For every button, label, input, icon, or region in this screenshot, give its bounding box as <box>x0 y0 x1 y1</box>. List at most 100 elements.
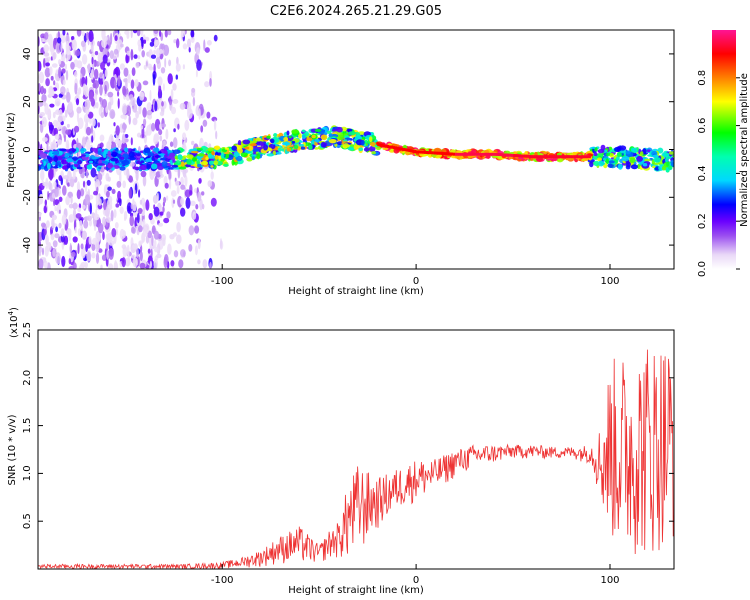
heatmap-cell <box>146 163 151 170</box>
heatmap-cell <box>97 122 101 128</box>
heatmap-cell <box>573 155 576 159</box>
heatmap-cell <box>104 69 108 78</box>
heatmap-cell <box>100 112 105 119</box>
heatmap-cell <box>52 119 59 127</box>
colorbar-gradient <box>712 30 736 269</box>
heatmap-cell <box>184 119 190 131</box>
heatmap-cell <box>41 116 47 128</box>
heatmap-cell <box>451 152 454 156</box>
heatmap-cell <box>161 101 164 107</box>
heatmap-cell <box>50 75 54 81</box>
heatmap-cell <box>97 40 101 47</box>
heatmap-cell <box>66 158 74 163</box>
heatmap-cell <box>151 235 154 247</box>
heatmap-cell <box>204 47 210 53</box>
heatmap-cell <box>631 147 635 152</box>
heatmap-cell <box>122 180 126 189</box>
heatmap-cell <box>653 157 661 163</box>
heatmap-cell <box>86 164 92 170</box>
heatmap-cell <box>90 44 94 53</box>
heatmap-cell <box>580 155 584 159</box>
heatmap-cell <box>99 78 104 86</box>
heatmap-cell <box>46 142 49 153</box>
heatmap-cell <box>142 175 147 187</box>
heatmap-cell <box>187 108 193 119</box>
heatmap-cell <box>252 140 258 144</box>
heatmap-cell <box>559 155 562 159</box>
heatmap-cell <box>159 168 163 177</box>
heatmap-cell <box>113 48 119 55</box>
heatmap-cell <box>489 152 492 156</box>
heatmap-cell <box>255 137 262 142</box>
heatmap-cell <box>460 152 463 156</box>
heatmap-cell <box>616 152 622 158</box>
heatmap-cell <box>191 150 199 154</box>
heatmap-cell <box>431 151 434 155</box>
heatmap-cell <box>507 153 510 157</box>
heatmap-cell <box>61 105 65 112</box>
snr-x-ticks: -100 0 100 <box>211 564 620 586</box>
heatmap-cell <box>54 186 59 198</box>
heatmap-cell <box>213 160 219 166</box>
heatmap-cell <box>104 84 107 95</box>
heatmap-cell <box>107 176 111 182</box>
heatmap-cell <box>515 154 518 158</box>
heatmap-cell <box>433 151 436 155</box>
heatmap-cell <box>46 220 50 228</box>
heatmap-cell <box>139 262 146 269</box>
heatmap-cell <box>51 214 58 221</box>
heatmap-cell <box>180 184 186 190</box>
heatmap-cell <box>81 246 86 259</box>
heatmap-cell <box>385 144 388 148</box>
heatmap-cell <box>270 138 275 144</box>
heatmap-cell <box>154 100 158 112</box>
heatmap-cell <box>133 189 136 195</box>
heatmap-cell <box>51 91 55 97</box>
heatmap-cell <box>320 134 327 140</box>
heatmap-cell <box>102 54 108 64</box>
heatmap-cell <box>621 155 630 162</box>
heatmap-cell <box>412 149 415 153</box>
heatmap-cell <box>134 79 139 88</box>
heatmap-cell <box>644 158 651 162</box>
heatmap-cell <box>260 143 264 147</box>
heatmap-cell <box>186 158 192 165</box>
heatmap-cell <box>600 161 605 166</box>
heatmap-cell <box>520 154 523 158</box>
heatmap-cell <box>197 163 202 168</box>
y-tick-label: 1.5 <box>22 418 33 434</box>
heatmap-cell <box>113 209 117 219</box>
heatmap-cell <box>135 225 139 230</box>
heatmap-cell <box>172 232 178 237</box>
heatmap-cell <box>101 254 107 261</box>
heatmap-cell <box>453 152 456 156</box>
y-tick-label: 0.5 <box>22 513 33 529</box>
heatmap-cell <box>646 149 651 152</box>
heatmap-cell <box>158 129 163 136</box>
heatmap-cell <box>200 161 209 166</box>
heatmap-cell <box>215 130 218 140</box>
heatmap-cell <box>447 152 450 156</box>
heatmap-cell <box>98 159 102 164</box>
heatmap-cell <box>138 44 142 52</box>
heatmap-cell <box>54 133 60 140</box>
heatmap-cell <box>201 203 205 210</box>
heatmap-cell <box>242 139 251 145</box>
heatmap-cell <box>139 164 148 171</box>
heatmap-cell <box>107 101 112 111</box>
heatmap-cell <box>114 222 119 229</box>
heatmap-cell <box>220 238 222 250</box>
heatmap-cell <box>99 84 103 96</box>
heatmap-cell <box>38 71 45 84</box>
heatmap-y-ticks: -40 -20 0 20 40 <box>22 48 674 253</box>
heatmap-cell <box>58 196 63 202</box>
y-tick-label: 2.0 <box>22 370 33 386</box>
heatmap-cell <box>176 56 179 66</box>
heatmap-cell <box>202 119 208 127</box>
heatmap-cell <box>642 163 648 167</box>
heatmap-cell <box>38 249 42 257</box>
heatmap-cell <box>143 64 147 70</box>
heatmap-cell <box>105 242 109 250</box>
heatmap-cell <box>311 134 316 139</box>
heatmap-cell <box>198 178 202 184</box>
